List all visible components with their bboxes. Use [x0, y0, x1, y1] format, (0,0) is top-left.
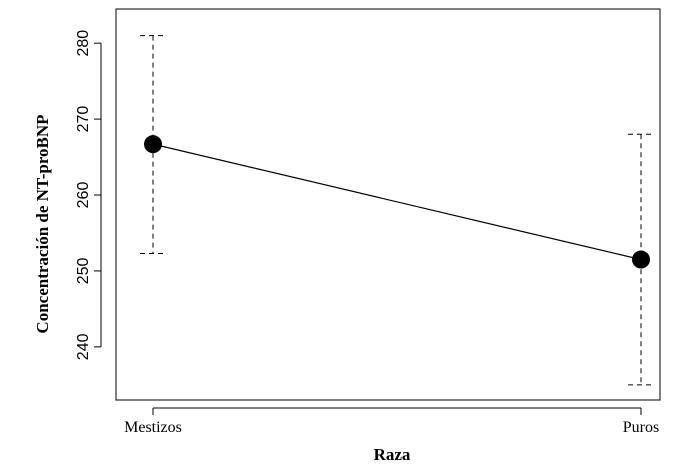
data-points — [144, 135, 650, 269]
data-point — [144, 135, 162, 154]
plot-frame — [115, 8, 661, 401]
y-tick-label: 260 — [75, 182, 92, 209]
series-lines — [152, 143, 642, 261]
y-tick-label: 250 — [75, 257, 92, 284]
x-tick-label: Mestizos — [124, 419, 182, 436]
x-axis: Mestizos Puros — [124, 407, 659, 436]
y-axis-title: Concentración de NT-proBNP — [33, 114, 52, 333]
y-tick-label: 240 — [75, 333, 92, 360]
error-bars — [140, 35, 654, 386]
x-axis-title: Raza — [374, 445, 411, 464]
y-axis: 240 250 260 270 280 — [75, 30, 102, 360]
series-line — [152, 143, 642, 261]
y-tick-label: 280 — [75, 30, 92, 57]
y-tick-label: 270 — [75, 106, 92, 133]
x-tick-label: Puros — [623, 419, 659, 436]
data-point — [632, 250, 650, 269]
